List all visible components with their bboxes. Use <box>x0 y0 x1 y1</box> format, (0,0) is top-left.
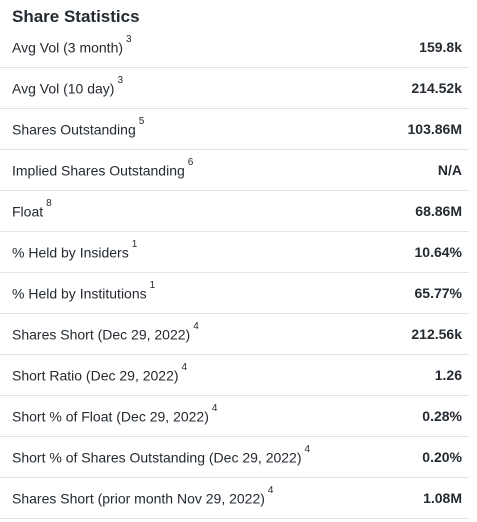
stat-row-shares-short-prior-month: Shares Short (prior month Nov 29, 2022)4… <box>0 478 469 519</box>
stat-label: Short % of Shares Outstanding (Dec 29, 2… <box>12 444 310 466</box>
stat-label-text: % Held by Institutions <box>12 285 147 302</box>
stat-row-held-by-insiders: % Held by Insiders1 10.64% <box>0 232 469 273</box>
stat-label: Shares Short (prior month Nov 29, 2022)4 <box>12 485 273 507</box>
footnote-marker: 1 <box>149 279 156 291</box>
stat-label: Short % of Float (Dec 29, 2022)4 <box>12 403 217 425</box>
stat-label: Short Ratio (Dec 29, 2022)4 <box>12 362 187 384</box>
stat-label-text: Implied Shares Outstanding <box>12 162 185 179</box>
stat-row-implied-shares-outstanding: Implied Shares Outstanding6 N/A <box>0 150 469 191</box>
stat-label: % Held by Insiders1 <box>12 239 137 261</box>
footnote-marker: 5 <box>138 115 145 127</box>
stat-label: % Held by Institutions1 <box>12 280 155 302</box>
stat-value: 212.56k <box>411 326 462 342</box>
stat-label-text: Avg Vol (3 month) <box>12 39 124 56</box>
stat-value: 1.26 <box>434 367 462 383</box>
stat-row-avg-vol-10-day: Avg Vol (10 day)3 214.52k <box>0 68 469 109</box>
stat-row-short-ratio: Short Ratio (Dec 29, 2022)4 1.26 <box>0 355 469 396</box>
footnote-marker: 1 <box>131 238 138 250</box>
stat-value: 159.8k <box>419 39 462 55</box>
stat-label-text: Shares Short (prior month Nov 29, 2022) <box>12 490 265 507</box>
stat-label-text: Short % of Shares Outstanding (Dec 29, 2… <box>12 449 302 466</box>
stat-value: 65.77% <box>414 285 462 301</box>
stat-label: Avg Vol (10 day)3 <box>12 75 123 97</box>
footnote-marker: 4 <box>211 402 218 414</box>
stat-value: 0.28% <box>422 408 462 424</box>
stat-label: Float8 <box>12 198 52 220</box>
statistics-table: Avg Vol (3 month)3 159.8k Avg Vol (10 da… <box>0 27 469 519</box>
stat-value: 214.52k <box>411 80 462 96</box>
stat-value: N/A <box>437 162 462 178</box>
stat-label-text: Shares Outstanding <box>12 121 136 138</box>
stat-row-short-percent-of-float: Short % of Float (Dec 29, 2022)4 0.28% <box>0 396 469 437</box>
stat-value: 103.86M <box>407 121 462 137</box>
stat-row-shares-short: Shares Short (Dec 29, 2022)4 212.56k <box>0 314 469 355</box>
footnote-marker: 4 <box>304 443 311 455</box>
stat-row-short-percent-of-shares-outstanding: Short % of Shares Outstanding (Dec 29, 2… <box>0 437 469 478</box>
stat-label: Implied Shares Outstanding6 <box>12 157 193 179</box>
stat-label-text: Float <box>12 203 44 220</box>
stat-label-text: Avg Vol (10 day) <box>12 80 115 97</box>
footnote-marker: 4 <box>193 320 199 332</box>
stat-label-text: % Held by Insiders <box>12 244 129 261</box>
stat-value: 0.20% <box>422 449 462 465</box>
footnote-marker: 4 <box>181 361 188 373</box>
stat-value: 10.64% <box>414 244 462 260</box>
footnote-marker: 6 <box>187 156 194 168</box>
stat-value: 1.08M <box>423 490 462 506</box>
footnote-marker: 3 <box>117 74 124 86</box>
stat-label: Shares Short (Dec 29, 2022)4 <box>12 321 199 343</box>
footnote-marker: 8 <box>46 197 52 209</box>
stat-label: Shares Outstanding5 <box>12 116 144 138</box>
stat-row-held-by-institutions: % Held by Institutions1 65.77% <box>0 273 469 314</box>
stat-label-text: Short Ratio (Dec 29, 2022) <box>12 367 179 384</box>
stat-label-text: Short % of Float (Dec 29, 2022) <box>12 408 209 425</box>
section-title: Share Statistics <box>12 7 140 26</box>
footnote-marker: 4 <box>267 484 274 496</box>
stat-label: Avg Vol (3 month)3 <box>12 34 132 56</box>
stat-row-shares-outstanding: Shares Outstanding5 103.86M <box>0 109 469 150</box>
stat-row-float: Float8 68.86M <box>0 191 469 232</box>
stat-row-avg-vol-3-month: Avg Vol (3 month)3 159.8k <box>0 27 469 68</box>
stat-value: 68.86M <box>415 203 462 219</box>
footnote-marker: 3 <box>126 33 132 45</box>
stat-label-text: Shares Short (Dec 29, 2022) <box>12 326 191 343</box>
